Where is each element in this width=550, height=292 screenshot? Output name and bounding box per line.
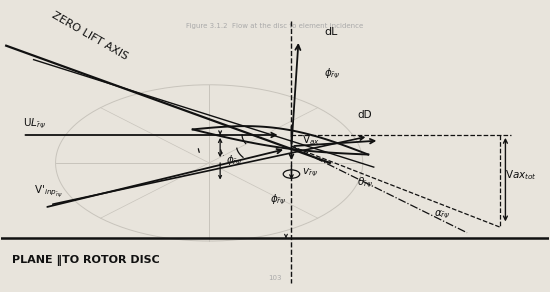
Text: $\phi_{\bar{r}\psi}$: $\phi_{\bar{r}\psi}$: [226, 153, 243, 168]
Text: PLANE ‖TO ROTOR DISC: PLANE ‖TO ROTOR DISC: [12, 256, 160, 266]
Text: $\phi_{\bar{r}\psi}$: $\phi_{\bar{r}\psi}$: [324, 67, 341, 81]
Text: $\alpha_{\bar{r}\psi}$: $\alpha_{\bar{r}\psi}$: [434, 208, 451, 221]
Text: V$'_{inp_{\bar{r}\psi}}$: V$'_{inp_{\bar{r}\psi}}$: [34, 184, 63, 200]
Text: Figure 3.1.2  Flow at the disc to element incidence: Figure 3.1.2 Flow at the disc to element…: [186, 23, 364, 29]
Text: $\phi_{\bar{r}\psi}$: $\phi_{\bar{r}\psi}$: [270, 192, 286, 207]
Text: U$L_{\bar{r}\psi}$: U$L_{\bar{r}\psi}$: [23, 117, 46, 131]
Text: ZERO LIFT AXIS: ZERO LIFT AXIS: [50, 10, 130, 62]
Text: 103: 103: [268, 275, 282, 281]
Text: V$ax_{tot}$: V$ax_{tot}$: [505, 168, 537, 182]
Text: $v_{\bar{r}\psi}$: $v_{\bar{r}\psi}$: [302, 166, 318, 179]
Text: V$_{ax}$: V$_{ax}$: [302, 133, 321, 147]
Text: dL: dL: [324, 27, 338, 36]
Text: dD: dD: [358, 110, 372, 120]
Text: $\theta_{\bar{r}\psi}$: $\theta_{\bar{r}\psi}$: [358, 176, 373, 190]
